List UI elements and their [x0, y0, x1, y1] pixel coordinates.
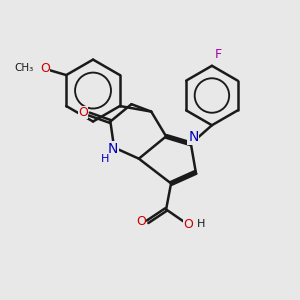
- Text: H: H: [197, 219, 206, 229]
- Text: O: O: [78, 106, 88, 119]
- Text: H: H: [101, 154, 110, 164]
- Text: O: O: [40, 62, 50, 75]
- Text: N: N: [108, 142, 118, 156]
- Text: O: O: [136, 215, 146, 228]
- Text: CH₃: CH₃: [14, 63, 34, 73]
- Text: F: F: [214, 48, 222, 61]
- Text: O: O: [184, 218, 193, 231]
- Text: N: N: [188, 130, 199, 144]
